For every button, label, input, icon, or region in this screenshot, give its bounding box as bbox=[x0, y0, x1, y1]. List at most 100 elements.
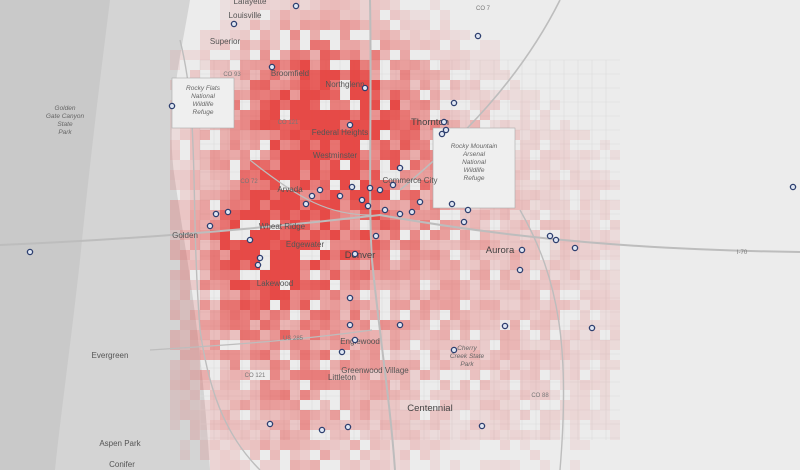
heat-cell bbox=[340, 40, 350, 50]
heat-cell bbox=[360, 310, 370, 320]
location-marker[interactable] bbox=[364, 202, 372, 210]
heat-cell bbox=[280, 90, 290, 100]
heat-cell bbox=[580, 210, 590, 220]
heat-cell bbox=[540, 360, 550, 370]
heat-cell bbox=[310, 260, 320, 270]
location-marker[interactable] bbox=[346, 294, 354, 302]
location-marker[interactable] bbox=[254, 261, 262, 269]
heat-cell bbox=[270, 290, 280, 300]
location-marker[interactable] bbox=[450, 346, 458, 354]
location-marker[interactable] bbox=[588, 324, 596, 332]
location-marker[interactable] bbox=[416, 198, 424, 206]
location-marker[interactable] bbox=[318, 426, 326, 434]
location-marker[interactable] bbox=[26, 248, 34, 256]
location-marker[interactable] bbox=[266, 420, 274, 428]
heat-cell bbox=[560, 340, 570, 350]
heat-cell bbox=[320, 230, 330, 240]
location-marker[interactable] bbox=[552, 236, 560, 244]
location-marker[interactable] bbox=[396, 210, 404, 218]
location-marker[interactable] bbox=[361, 84, 369, 92]
place-label: Englewood bbox=[340, 337, 380, 346]
heat-cell bbox=[240, 440, 250, 450]
heat-cell bbox=[390, 210, 400, 220]
heat-cell bbox=[350, 200, 360, 210]
location-marker[interactable] bbox=[464, 206, 472, 214]
location-marker[interactable] bbox=[474, 32, 482, 40]
location-marker[interactable] bbox=[501, 322, 509, 330]
location-marker[interactable] bbox=[448, 200, 456, 208]
heat-cell bbox=[240, 10, 250, 20]
location-marker[interactable] bbox=[346, 121, 354, 129]
heat-cell bbox=[440, 50, 450, 60]
heat-cell bbox=[270, 260, 280, 270]
location-marker[interactable] bbox=[308, 192, 316, 200]
heat-cell bbox=[250, 140, 260, 150]
heat-cell bbox=[270, 200, 280, 210]
heat-cell bbox=[340, 370, 350, 380]
heat-cell bbox=[520, 260, 530, 270]
location-marker[interactable] bbox=[351, 250, 359, 258]
heat-cell bbox=[270, 370, 280, 380]
location-marker[interactable] bbox=[376, 186, 384, 194]
location-marker[interactable] bbox=[246, 236, 254, 244]
heat-cell bbox=[190, 430, 200, 440]
heat-cell bbox=[420, 290, 430, 300]
location-marker[interactable] bbox=[408, 208, 416, 216]
heat-cell bbox=[280, 230, 290, 240]
location-marker[interactable] bbox=[268, 63, 276, 71]
location-marker[interactable] bbox=[381, 206, 389, 214]
location-marker[interactable] bbox=[230, 20, 238, 28]
location-marker[interactable] bbox=[442, 126, 450, 134]
heat-cell bbox=[460, 310, 470, 320]
location-marker[interactable] bbox=[344, 423, 352, 431]
location-marker[interactable] bbox=[224, 208, 232, 216]
heat-cell bbox=[220, 460, 230, 470]
heat-cell bbox=[200, 290, 210, 300]
heat-cell bbox=[240, 420, 250, 430]
heat-cell bbox=[280, 60, 290, 70]
heat-cell bbox=[360, 460, 370, 470]
location-marker[interactable] bbox=[571, 244, 579, 252]
heat-cell bbox=[300, 70, 310, 80]
location-marker[interactable] bbox=[396, 321, 404, 329]
location-marker[interactable] bbox=[396, 164, 404, 172]
heat-cell bbox=[530, 210, 540, 220]
location-marker[interactable] bbox=[168, 102, 176, 110]
location-marker[interactable] bbox=[338, 348, 346, 356]
location-marker[interactable] bbox=[302, 200, 310, 208]
location-marker[interactable] bbox=[346, 321, 354, 329]
location-marker[interactable] bbox=[460, 218, 468, 226]
location-marker[interactable] bbox=[516, 266, 524, 274]
heat-cell bbox=[410, 290, 420, 300]
location-marker[interactable] bbox=[212, 210, 220, 218]
heat-cell bbox=[590, 420, 600, 430]
location-marker[interactable] bbox=[256, 254, 264, 262]
heat-cell bbox=[390, 10, 400, 20]
location-marker[interactable] bbox=[348, 183, 356, 191]
location-marker[interactable] bbox=[478, 422, 486, 430]
heat-cell bbox=[580, 330, 590, 340]
location-marker[interactable] bbox=[316, 186, 324, 194]
location-marker[interactable] bbox=[206, 222, 214, 230]
heat-cell bbox=[550, 160, 560, 170]
location-marker[interactable] bbox=[336, 192, 344, 200]
location-marker[interactable] bbox=[438, 130, 446, 138]
heat-cell bbox=[300, 280, 310, 290]
location-marker[interactable] bbox=[518, 246, 526, 254]
heat-cell bbox=[350, 120, 360, 130]
heat-cell bbox=[310, 50, 320, 60]
heat-cell bbox=[500, 380, 510, 390]
location-marker[interactable] bbox=[351, 336, 359, 344]
location-marker[interactable] bbox=[389, 181, 397, 189]
location-marker[interactable] bbox=[372, 232, 380, 240]
location-marker[interactable] bbox=[450, 99, 458, 107]
location-marker[interactable] bbox=[358, 196, 366, 204]
location-marker[interactable] bbox=[789, 183, 797, 191]
location-marker[interactable] bbox=[366, 184, 374, 192]
heat-cell bbox=[310, 220, 320, 230]
heat-cell bbox=[310, 310, 320, 320]
location-marker[interactable] bbox=[546, 232, 554, 240]
location-marker[interactable] bbox=[440, 118, 448, 126]
location-marker[interactable] bbox=[292, 2, 300, 10]
heat-cell bbox=[590, 330, 600, 340]
